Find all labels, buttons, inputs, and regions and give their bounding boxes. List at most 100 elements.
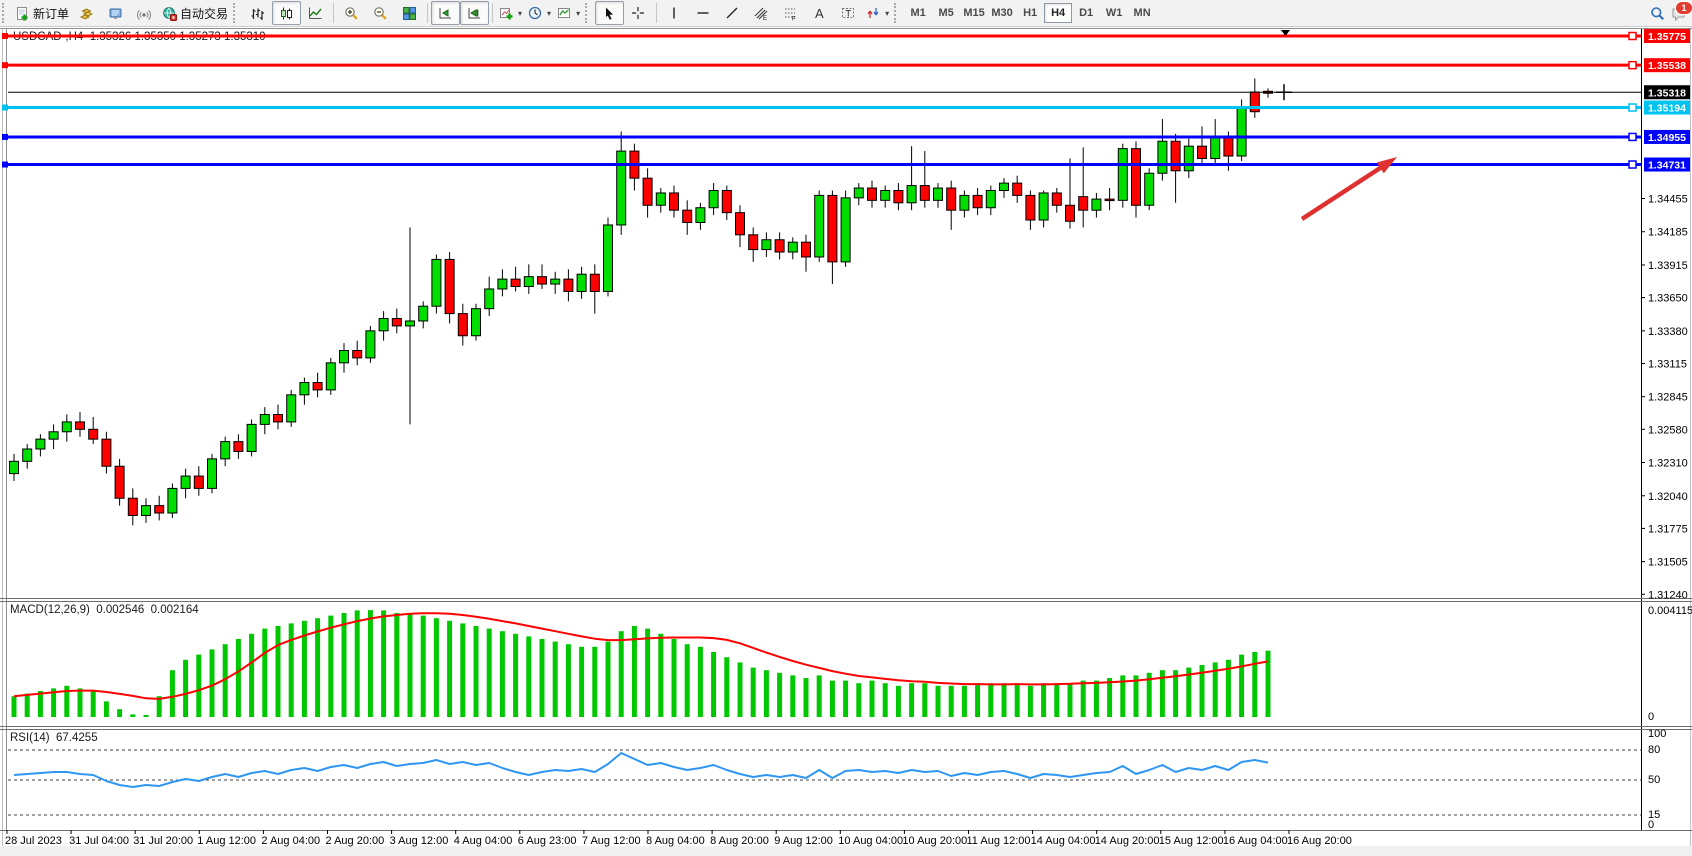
tile-windows-button[interactable] [395, 1, 424, 25]
price-tick-label: 1.31775 [1648, 523, 1688, 535]
line-anchor-right[interactable] [1628, 132, 1637, 142]
hline-1.35194[interactable]: 1.35194 [2, 100, 1690, 115]
rsi-axis-label: 0 [1648, 819, 1654, 831]
line-anchor-right[interactable] [1628, 60, 1637, 70]
macd-histogram-bar [1054, 683, 1060, 717]
toolbar-grip[interactable] [2, 3, 9, 23]
line-anchor-right[interactable] [1628, 103, 1637, 112]
line-anchor-right[interactable] [1628, 160, 1637, 169]
bull-candle [999, 182, 1009, 191]
timeframe-button-m5[interactable]: M5 [938, 7, 954, 19]
bull-candle [48, 431, 59, 440]
line-anchor-left[interactable] [2, 133, 8, 140]
hline-1.34955[interactable]: 1.34955 [2, 129, 1690, 144]
timeframe-button-d1[interactable]: D1 [1079, 7, 1094, 19]
bear-candle [735, 212, 745, 236]
crosshair-button[interactable] [624, 1, 653, 25]
toolbar-separator [656, 3, 658, 23]
trendline-button[interactable] [718, 1, 747, 25]
label-button[interactable]: T [834, 1, 863, 25]
templates-button[interactable]: ▾ [554, 1, 583, 25]
bear-candle [101, 438, 112, 467]
toolbar-grip[interactable] [894, 3, 901, 23]
periods-button[interactable]: ▾ [525, 1, 554, 25]
cursor-button[interactable] [595, 1, 625, 25]
chart-shift-marker[interactable] [1281, 30, 1290, 36]
zoom-in-button[interactable] [337, 1, 366, 25]
bar-chart-button[interactable] [243, 1, 272, 25]
line-anchor-left[interactable] [2, 62, 8, 69]
bottom-scroll-strip[interactable] [0, 846, 1692, 856]
vline-button[interactable] [660, 1, 689, 25]
search-button[interactable] [1650, 6, 1665, 21]
line-anchor-left[interactable] [2, 104, 8, 111]
timeframe-button-m1[interactable]: M1 [910, 7, 926, 19]
bear-candle [774, 239, 785, 253]
toolbar-grip[interactable] [585, 3, 592, 23]
data-window-button[interactable] [101, 1, 130, 25]
tile-windows-icon [402, 6, 417, 21]
chart-shift-icon [467, 6, 482, 21]
line-anchor-left[interactable] [2, 161, 8, 168]
channel-button[interactable]: E [747, 1, 776, 25]
text-button[interactable]: A [805, 1, 834, 25]
price-tick-label: 1.34185 [1648, 227, 1688, 239]
time-tick-label: 28 Jul 2023 [5, 835, 62, 847]
timeframe-button-h4[interactable]: H4 [1044, 3, 1073, 23]
arrows-button[interactable]: ▾ [863, 1, 892, 25]
annotation-arrow[interactable] [1300, 157, 1397, 221]
timeframe-button-h1[interactable]: H1 [1023, 7, 1038, 19]
timeframe-button-mn[interactable]: MN [1133, 7, 1151, 19]
macd-histogram-bar [288, 623, 294, 717]
line-chart-button[interactable] [301, 1, 330, 25]
bear-candle [312, 382, 323, 391]
candlestick-button[interactable] [272, 1, 302, 25]
label-icon: T [841, 6, 856, 21]
fibonacci-button[interactable]: F [776, 1, 805, 25]
timeframe-button-m30[interactable]: M30 [991, 7, 1013, 19]
hline-1.35775[interactable]: 1.35775 [2, 29, 1690, 43]
macd-histogram-bar [169, 670, 175, 717]
macd-histogram-bar [486, 628, 492, 717]
bull-candle [471, 308, 481, 337]
rsi-panel [8, 749, 1641, 816]
indicators-button[interactable]: ▾ [496, 1, 525, 25]
charts-button[interactable] [72, 1, 101, 25]
text-icon: A [812, 6, 827, 21]
line-anchor-left[interactable] [2, 33, 8, 39]
bull-candle [761, 239, 772, 251]
macd-histogram-bar [24, 693, 30, 717]
new-order-button[interactable]: 新订单 [12, 1, 72, 25]
bull-candle [246, 423, 257, 452]
macd-histogram-bar [1146, 672, 1152, 717]
macd-histogram-bar [645, 628, 651, 717]
chat-button[interactable]: 1 [1671, 0, 1692, 21]
chevron-down-icon[interactable]: ▾ [518, 8, 523, 18]
chevron-down-icon[interactable]: ▾ [576, 8, 581, 18]
toolbar-grip[interactable] [233, 3, 240, 23]
line-anchor-right[interactable] [1628, 31, 1637, 41]
time-tick-label: 4 Aug 04:00 [454, 835, 513, 847]
new-order-icon [15, 6, 30, 21]
hline-1.35538[interactable]: 1.35538 [2, 58, 1690, 73]
auto-scroll-button[interactable] [431, 1, 461, 25]
price-label-text: 1.35775 [1648, 31, 1686, 43]
bull-candle [418, 305, 429, 322]
chart-shift-button[interactable] [460, 1, 490, 25]
timeframe-button-w1[interactable]: W1 [1105, 7, 1123, 19]
bull-candle [787, 241, 798, 253]
macd-histogram-bar [539, 638, 545, 717]
chevron-down-icon[interactable]: ▾ [547, 8, 552, 18]
bear-candle [1170, 140, 1181, 172]
autotrade-button[interactable]: 自动交易 [159, 1, 231, 25]
timeframe-button-m15[interactable]: M15 [963, 7, 985, 19]
macd-histogram-bar [1107, 677, 1113, 717]
auto-scroll-icon [438, 6, 453, 21]
chevron-down-icon[interactable]: ▾ [885, 8, 890, 18]
hline-button[interactable] [689, 1, 718, 25]
zoom-out-button[interactable] [366, 1, 395, 25]
hline-1.34731[interactable]: 1.34731 [2, 157, 1690, 172]
bear-candle [1197, 145, 1207, 159]
signal-button[interactable] [130, 1, 159, 25]
